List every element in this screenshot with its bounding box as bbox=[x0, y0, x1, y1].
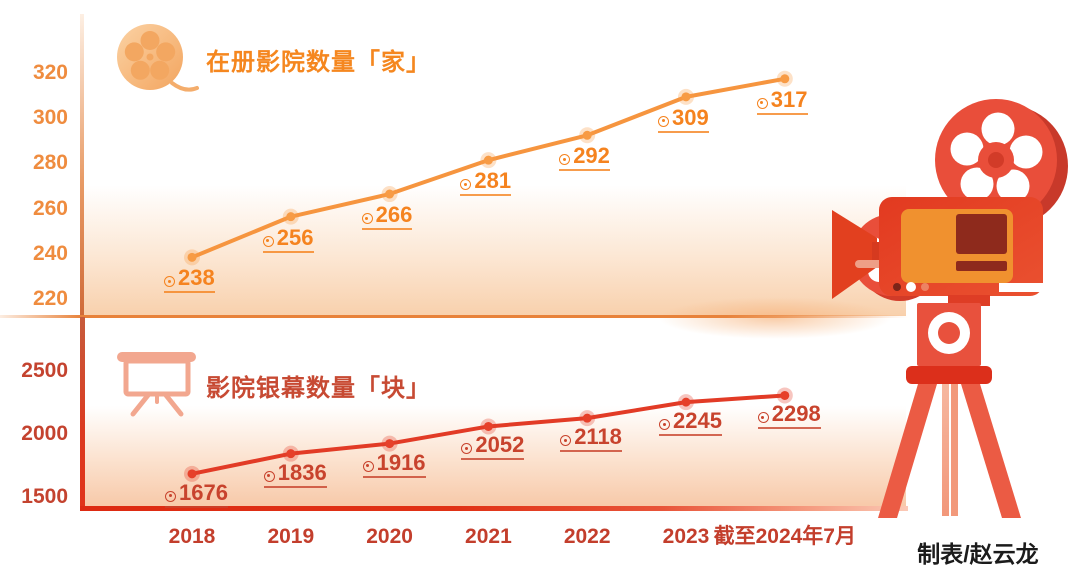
credit-text: 制表/赵云龙 bbox=[917, 541, 1039, 566]
data-point-marker bbox=[780, 74, 790, 84]
projector-tripod bbox=[878, 295, 1021, 518]
flower-dot-icon bbox=[362, 460, 374, 472]
y-tick-label: 2500 bbox=[21, 359, 68, 382]
data-point-label: 317 bbox=[756, 86, 808, 115]
flower-dot-icon bbox=[164, 276, 175, 288]
flower-dot-icon bbox=[263, 470, 275, 482]
data-point-marker bbox=[582, 413, 592, 423]
flower-dot-icon bbox=[659, 419, 670, 431]
y-tick-label: 1500 bbox=[21, 485, 68, 508]
data-point-marker bbox=[681, 92, 691, 102]
top-chart-title: 在册影院数量「家」 bbox=[206, 49, 431, 76]
section-divider-line bbox=[0, 315, 908, 318]
data-point-value: 2245 bbox=[673, 408, 722, 434]
data-point-value: 238 bbox=[178, 265, 215, 291]
data-point-marker bbox=[385, 439, 395, 449]
data-point-label: 1916 bbox=[362, 449, 426, 478]
data-point-marker bbox=[780, 390, 790, 400]
data-point-value: 2298 bbox=[771, 401, 821, 427]
y-tick-label: 260 bbox=[32, 196, 68, 220]
data-point-marker bbox=[681, 397, 691, 407]
y-tick-label: 280 bbox=[32, 151, 68, 175]
bottom-chart-gradient-fill bbox=[84, 406, 906, 507]
flower-dot-icon bbox=[361, 213, 373, 225]
data-point-value: 1836 bbox=[277, 459, 327, 485]
flower-dot-icon bbox=[559, 154, 571, 166]
data-point-label: 256 bbox=[262, 224, 314, 253]
data-point-marker bbox=[187, 469, 197, 479]
data-point-marker bbox=[286, 212, 296, 222]
flower-dot-icon bbox=[658, 115, 669, 127]
x-tick-label: 2020 bbox=[366, 525, 413, 548]
data-point-label: 2118 bbox=[560, 424, 622, 453]
film-reel-icon bbox=[117, 24, 199, 92]
data-point-value: 292 bbox=[573, 143, 610, 169]
flower-dot-icon bbox=[165, 490, 176, 502]
flower-dot-icon bbox=[262, 235, 274, 247]
data-point-marker bbox=[187, 252, 197, 262]
data-point-label: 266 bbox=[361, 202, 413, 231]
data-point-label: 292 bbox=[559, 143, 610, 172]
data-point-label: 1836 bbox=[263, 459, 327, 488]
top-chart-y-axis bbox=[80, 14, 84, 317]
projection-screen-icon bbox=[117, 352, 196, 417]
x-tick-label: 截至2024年7月 bbox=[713, 525, 856, 548]
y-tick-label: 240 bbox=[32, 241, 68, 265]
data-point-label: 281 bbox=[460, 168, 512, 197]
data-point-marker bbox=[582, 130, 592, 140]
data-point-value: 1676 bbox=[179, 479, 228, 505]
x-tick-label: 2021 bbox=[465, 525, 512, 548]
data-point-label: 238 bbox=[164, 265, 215, 294]
x-tick-label: 2018 bbox=[168, 525, 216, 548]
data-point-marker bbox=[483, 155, 493, 165]
data-point-value: 2118 bbox=[574, 424, 622, 450]
flower-dot-icon bbox=[756, 97, 768, 109]
data-point-label: 2052 bbox=[461, 432, 525, 461]
flower-dot-icon bbox=[460, 179, 472, 191]
data-point-marker bbox=[385, 189, 395, 199]
projector-body bbox=[879, 197, 1043, 296]
data-point-value: 2052 bbox=[475, 432, 525, 458]
y-tick-label: 320 bbox=[32, 61, 68, 84]
data-point-value: 256 bbox=[276, 224, 314, 250]
data-point-value: 266 bbox=[375, 202, 413, 228]
x-tick-label: 2019 bbox=[267, 525, 315, 548]
y-tick-label: 300 bbox=[32, 106, 68, 130]
data-point-marker bbox=[286, 449, 296, 459]
data-point-marker bbox=[483, 421, 493, 431]
data-point-label: 309 bbox=[658, 104, 709, 133]
y-tick-label: 220 bbox=[32, 287, 68, 310]
data-point-label: 2298 bbox=[757, 401, 821, 430]
x-tick-label: 2023 bbox=[662, 525, 710, 548]
divider-glow bbox=[620, 290, 930, 346]
data-point-value: 281 bbox=[474, 168, 512, 194]
bottom-chart-y-axis bbox=[80, 317, 85, 509]
flower-dot-icon bbox=[461, 443, 473, 455]
bottom-chart-x-axis bbox=[80, 506, 908, 511]
data-point-value: 309 bbox=[672, 104, 709, 130]
data-point-label: 2245 bbox=[659, 408, 722, 437]
data-point-label: 1676 bbox=[165, 479, 228, 508]
x-tick-label: 2022 bbox=[563, 525, 611, 548]
y-tick-label: 2000 bbox=[21, 422, 68, 445]
bottom-chart-title: 影院银幕数量「块」 bbox=[206, 375, 431, 402]
data-point-value: 317 bbox=[770, 86, 808, 112]
flower-dot-icon bbox=[757, 412, 769, 424]
data-point-value: 1916 bbox=[376, 449, 426, 475]
flower-dot-icon bbox=[560, 435, 572, 447]
large-film-reel-icon bbox=[935, 99, 1068, 227]
